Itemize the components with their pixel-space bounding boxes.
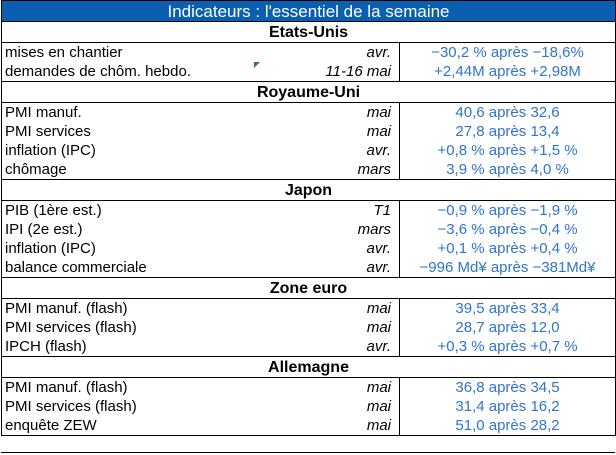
indicator-period-text: mai bbox=[366, 123, 391, 140]
indicator-value: +0,8 % après +1,5 % bbox=[399, 141, 616, 160]
indicator-period: mars bbox=[253, 160, 400, 180]
section-header-row: Allemagne bbox=[0, 356, 616, 378]
indicator-value: 51,0 après 28,2 bbox=[399, 416, 616, 436]
section-title: Zone euro bbox=[0, 277, 616, 299]
indicator-label: IPCH (flash) bbox=[1, 337, 254, 357]
indicator-value: −0,9 % après −1,9 % bbox=[399, 200, 616, 220]
indicator-row: PMI manuf. (flash) mai 39,5 après 33,4 bbox=[1, 298, 616, 318]
indicator-period: mai bbox=[253, 122, 400, 141]
indicator-value: +0,1 % après +0,4 % bbox=[399, 239, 616, 258]
indicator-row: demandes de chôm. hebdo. 11-16 mai +2,44M … bbox=[1, 62, 616, 82]
indicator-period: mars bbox=[253, 220, 400, 239]
indicator-row: mises en chantier avr. −30,2 % après −18,6… bbox=[1, 42, 616, 62]
indicator-period: mai bbox=[253, 102, 400, 122]
indicator-period-text: T1 bbox=[373, 202, 391, 219]
indicator-period-text: avr. bbox=[366, 240, 391, 257]
indicator-label: enquête ZEW bbox=[1, 416, 254, 436]
indicator-value: 27,8 après 13,4 bbox=[399, 122, 616, 141]
indicator-label: PMI services bbox=[1, 122, 254, 141]
indicator-label: inflation (IPC) bbox=[1, 239, 254, 258]
indicator-label: PMI manuf. (flash) bbox=[1, 377, 254, 397]
indicator-value: 3,9 % après 4,0 % bbox=[399, 160, 616, 180]
indicator-period: 11-16 mai bbox=[253, 62, 400, 82]
indicator-label: mises en chantier bbox=[1, 42, 254, 62]
indicator-label: PMI services (flash) bbox=[1, 318, 254, 337]
indicator-value: 31,4 après 16,2 bbox=[399, 397, 616, 416]
indicator-value: +2,44M après +2,98M bbox=[399, 62, 616, 82]
indicator-value: 40,6 après 32,6 bbox=[399, 102, 616, 122]
indicator-value: 39,5 après 33,4 bbox=[399, 298, 616, 318]
indicator-period: mai bbox=[253, 377, 400, 397]
indicator-label: PMI manuf. (flash) bbox=[1, 298, 254, 318]
indicator-period-text: mai bbox=[366, 300, 391, 317]
indicator-period-text: mai bbox=[366, 379, 391, 396]
indicator-period: avr. bbox=[253, 141, 400, 160]
indicator-period-text: avr. bbox=[366, 338, 391, 355]
indicator-value: +0,3 % après +0,7 % bbox=[399, 337, 616, 357]
section-title: Etats-Unis bbox=[0, 21, 616, 43]
indicator-label: IPI (2e est.) bbox=[1, 220, 254, 239]
indicator-row: PIB (1ère est.) T1 −0,9 % après −1,9 % bbox=[1, 200, 616, 220]
section-title: Allemagne bbox=[0, 356, 616, 378]
indicator-period: avr. bbox=[253, 239, 400, 258]
indicator-row: PMI services (flash) mai 28,7 après 12,0 bbox=[1, 318, 616, 337]
indicator-period-text: mai bbox=[366, 417, 391, 434]
indicator-label: balance commerciale bbox=[1, 258, 254, 278]
indicator-row: PMI services mai 27,8 après 13,4 bbox=[1, 122, 616, 141]
indicator-row: IPI (2e est.) mars −3,6 % après −0,4 % bbox=[1, 220, 616, 239]
indicator-row: enquête ZEW mai 51,0 après 28,2 bbox=[1, 416, 616, 436]
section-header-row: Etats-Unis bbox=[0, 21, 616, 43]
indicator-label: chômage bbox=[1, 160, 254, 180]
indicator-period-text: mars bbox=[357, 221, 391, 238]
indicator-period: avr. bbox=[253, 42, 400, 62]
indicator-row: balance commerciale avr. −996 Md¥ après −3… bbox=[1, 258, 616, 278]
indicator-period-text: avr. bbox=[366, 44, 391, 61]
indicator-period-text: avr. bbox=[366, 142, 391, 159]
indicator-label: PMI manuf. bbox=[1, 102, 254, 122]
sheet-bottom-line bbox=[1, 452, 615, 453]
section-title: Japon bbox=[0, 179, 616, 201]
indicator-period: mai bbox=[253, 298, 400, 318]
indicator-period-text: 11-16 mai bbox=[325, 63, 391, 80]
indicators-table-body: Indicateurs : l'essentiel de la semaine … bbox=[0, 0, 616, 436]
indicator-value: 36,8 après 34,5 bbox=[399, 377, 616, 397]
table-title: Indicateurs : l'essentiel de la semaine bbox=[0, 0, 616, 22]
indicator-period: mai bbox=[253, 416, 400, 436]
indicators-table: Indicateurs : l'essentiel de la semaine … bbox=[0, 0, 616, 436]
indicator-row: PMI manuf. (flash) mai 36,8 après 34,5 bbox=[1, 377, 616, 397]
indicator-row: IPCH (flash) avr. +0,3 % après +0,7 % bbox=[1, 337, 616, 357]
indicator-value: −3,6 % après −0,4 % bbox=[399, 220, 616, 239]
indicator-period: mai bbox=[253, 397, 400, 416]
indicator-period-text: mai bbox=[366, 398, 391, 415]
indicator-row: inflation (IPC) avr. +0,1 % après +0,4 % bbox=[1, 239, 616, 258]
indicator-row: chômage mars 3,9 % après 4,0 % bbox=[1, 160, 616, 180]
indicator-value: −996 Md¥ après −381Md¥ bbox=[399, 258, 616, 278]
comment-marker-icon[interactable] bbox=[253, 62, 260, 68]
indicator-period: T1 bbox=[253, 200, 400, 220]
indicator-value: −30,2 % après −18,6% bbox=[399, 42, 616, 62]
indicator-period-text: mars bbox=[357, 161, 391, 178]
section-header-row: Royaume-Uni bbox=[0, 81, 616, 103]
section-title: Royaume-Uni bbox=[0, 81, 616, 103]
indicator-label: PMI services (flash) bbox=[1, 397, 254, 416]
table-title-row: Indicateurs : l'essentiel de la semaine bbox=[0, 0, 616, 22]
indicator-label: demandes de chôm. hebdo. bbox=[1, 62, 254, 82]
indicator-period-text: mai bbox=[366, 104, 391, 121]
indicator-row: PMI manuf. mai 40,6 après 32,6 bbox=[1, 102, 616, 122]
section-header-row: Zone euro bbox=[0, 277, 616, 299]
indicator-period-text: avr. bbox=[366, 259, 391, 276]
indicator-period: avr. bbox=[253, 337, 400, 357]
indicator-period-text: mai bbox=[366, 319, 391, 336]
indicator-period: mai bbox=[253, 318, 400, 337]
section-header-row: Japon bbox=[0, 179, 616, 201]
indicator-label: inflation (IPC) bbox=[1, 141, 254, 160]
indicator-label: PIB (1ère est.) bbox=[1, 200, 254, 220]
indicator-value: 28,7 après 12,0 bbox=[399, 318, 616, 337]
indicator-period: avr. bbox=[253, 258, 400, 278]
indicator-row: PMI services (flash) mai 31,4 après 16,2 bbox=[1, 397, 616, 416]
indicator-row: inflation (IPC) avr. +0,8 % après +1,5 % bbox=[1, 141, 616, 160]
